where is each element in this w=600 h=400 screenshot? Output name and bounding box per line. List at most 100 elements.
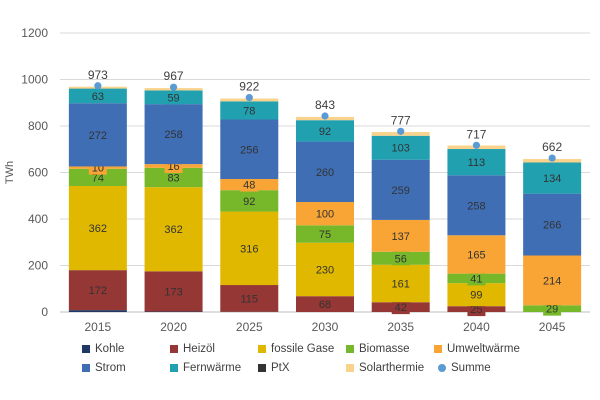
data-label: 68: [319, 299, 331, 311]
data-label: 161: [392, 279, 410, 291]
bar-segment: [220, 285, 279, 312]
legend-label: Solarthermie: [359, 361, 425, 374]
bar-segment: [68, 168, 127, 186]
legend-item: Strom: [82, 362, 170, 374]
chart-legend: Kohle Heizöl fossile Gase Biomasse Umweltwär…: [82, 339, 600, 377]
bar-segment: [371, 135, 430, 160]
data-label: 59: [167, 92, 179, 104]
data-label: 42: [395, 302, 407, 314]
data-label: 316: [240, 243, 258, 255]
legend-label: Strom: [95, 361, 126, 374]
data-label-box: [391, 300, 410, 315]
data-label: 48: [243, 180, 255, 192]
legend-label: Fernwärme: [183, 361, 242, 374]
bar-segment: [296, 225, 354, 243]
data-label: 172: [89, 285, 107, 297]
bar-segment: [523, 193, 582, 256]
legend-item: Fernwärme: [170, 362, 258, 374]
y-tick-label: 600: [28, 166, 48, 180]
legend-label: fossile Gase: [271, 342, 335, 355]
y-tick-label: 200: [28, 259, 48, 273]
data-label: 260: [316, 167, 334, 179]
legend-label: Summe: [451, 361, 491, 374]
data-label-box: [316, 297, 334, 312]
data-label: 362: [164, 224, 182, 236]
legend-swatch: [434, 344, 442, 353]
legend-swatch: [346, 344, 354, 353]
total-label: 843: [315, 98, 335, 112]
data-label: 25: [470, 304, 482, 316]
total-label: 967: [164, 69, 184, 83]
legend-label: Umweltwärme: [447, 342, 520, 355]
bar-segment: [220, 119, 279, 180]
x-tick-label: 2030: [312, 320, 339, 334]
legend-label: Heizöl: [183, 342, 215, 355]
bar-segment: [68, 310, 127, 312]
x-tick-label: 2045: [539, 320, 566, 334]
bar-segment: [371, 159, 430, 220]
legend-swatch: [258, 344, 266, 353]
data-label: 165: [467, 249, 485, 261]
bar-segment: [220, 190, 279, 212]
data-label: 173: [164, 286, 182, 298]
total-label: 777: [391, 113, 411, 127]
data-label: 134: [543, 173, 561, 185]
data-label-box: [164, 90, 183, 105]
bar-segment: [296, 120, 354, 142]
data-label: 63: [92, 91, 104, 103]
data-label: 258: [467, 200, 485, 212]
legend-item: fossile Gase: [258, 343, 346, 355]
x-tick-label: 2015: [85, 320, 112, 334]
y-tick-label: 1200: [21, 26, 48, 40]
bar-segment: [220, 211, 279, 286]
x-tick-label: 2040: [463, 320, 490, 334]
data-label: 92: [243, 196, 255, 208]
data-label: 272: [89, 130, 107, 142]
legend-item: Kohle: [82, 343, 170, 355]
legend-row: Kohle Heizöl fossile Gase Biomasse Umweltwär…: [82, 339, 600, 358]
y-tick-label: 1000: [21, 73, 48, 87]
bar-segment: [523, 162, 582, 194]
bar-segment: [296, 242, 354, 297]
data-label: 78: [243, 105, 255, 117]
legend-swatch: [170, 344, 178, 353]
data-label: 99: [470, 290, 482, 302]
bar-segment: [144, 187, 203, 272]
y-axis-title: TWh: [4, 161, 16, 184]
bar-segment: [447, 175, 506, 236]
total-marker: [321, 112, 329, 120]
x-tick-label: 2020: [160, 320, 187, 334]
x-tick-label: 2035: [387, 320, 414, 334]
data-label: 259: [392, 185, 410, 197]
data-label: 41: [470, 273, 482, 285]
legend-swatch: [170, 363, 178, 372]
data-label: 100: [316, 209, 334, 221]
total-marker: [548, 154, 556, 162]
bar-segment: [68, 185, 127, 271]
legend-item: PtX: [258, 362, 346, 374]
legend-swatch: [346, 363, 354, 372]
legend-label: Biomasse: [359, 342, 410, 355]
data-label: 103: [392, 143, 410, 155]
bar-segment: [371, 219, 430, 252]
total-marker: [245, 94, 253, 102]
bar-segment: [296, 202, 354, 226]
data-label: 74: [92, 172, 104, 184]
data-label: 29: [546, 304, 558, 316]
data-label: 230: [316, 264, 334, 276]
legend-swatch: [438, 363, 446, 372]
legend-item: Heizöl: [170, 343, 258, 355]
total-marker: [169, 83, 178, 91]
data-label: 92: [319, 126, 331, 138]
bar-segment: [523, 255, 582, 306]
legend-item: Summe: [438, 362, 526, 374]
legend-swatch: [82, 363, 90, 372]
legend-item: Solarthermie: [346, 362, 438, 374]
total-marker: [397, 127, 405, 135]
legend-row: Strom Fernwärme PtX Solarthermie Summe: [82, 358, 600, 377]
data-label: 113: [468, 157, 486, 169]
x-tick-label: 2025: [236, 320, 263, 334]
data-label: 362: [89, 223, 107, 235]
